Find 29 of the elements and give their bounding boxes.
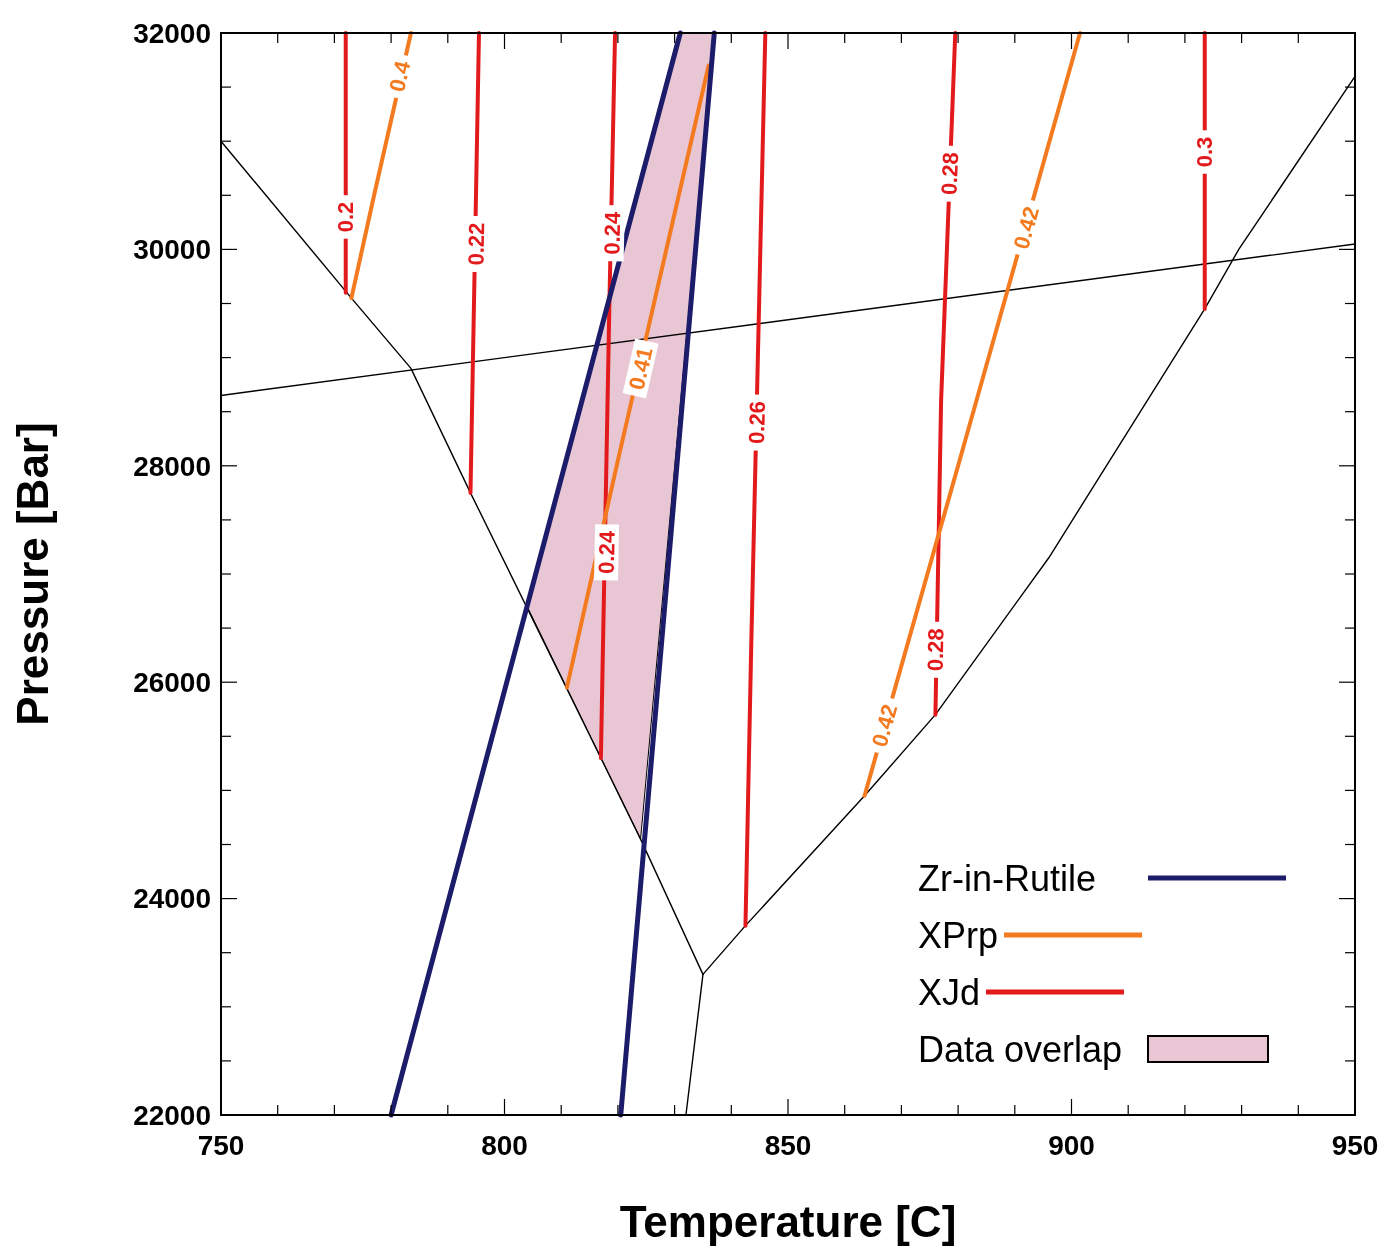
legend-label: Data overlap — [918, 1028, 1123, 1070]
y-tick-label: 24000 — [133, 883, 211, 915]
annotation: 0.28 — [936, 151, 964, 196]
x-tick-label: 750 — [197, 1130, 245, 1161]
annotation: 0.42 — [1008, 203, 1045, 252]
legend-label: XPrp — [918, 914, 999, 956]
annotation: 0.42 — [866, 701, 903, 750]
legend-label: XJd — [918, 971, 981, 1013]
y-tick-label: 30000 — [133, 234, 211, 266]
x-tick-label: 900 — [1048, 1130, 1095, 1161]
annotation: 0.3 — [1192, 136, 1218, 168]
x-axis-title: Temperature [C] — [619, 1197, 957, 1246]
annotation: 0.2 — [333, 201, 359, 233]
annotation: 0.24 — [593, 529, 620, 575]
annotation: 0.24 — [599, 210, 626, 255]
y-tick-label: 32000 — [133, 17, 211, 49]
annotation: 0.41 — [623, 344, 658, 393]
y-axis-title: Pressure [Bar] — [8, 422, 57, 726]
y-tick-label: 22000 — [133, 1099, 211, 1131]
y-tick-label: 28000 — [133, 450, 211, 482]
x-tick-label: 850 — [764, 1130, 812, 1161]
x-tick-label: 800 — [481, 1130, 528, 1161]
x-tick-label: 950 — [1331, 1130, 1379, 1161]
y-tick-label: 26000 — [133, 667, 211, 698]
legend-label: Zr-in-Rutile — [918, 857, 1097, 899]
annotation: 0.26 — [744, 400, 770, 445]
annotation: 0.28 — [922, 628, 949, 672]
annotation: 0.22 — [463, 222, 490, 266]
annotation: 0.4 — [384, 57, 416, 95]
